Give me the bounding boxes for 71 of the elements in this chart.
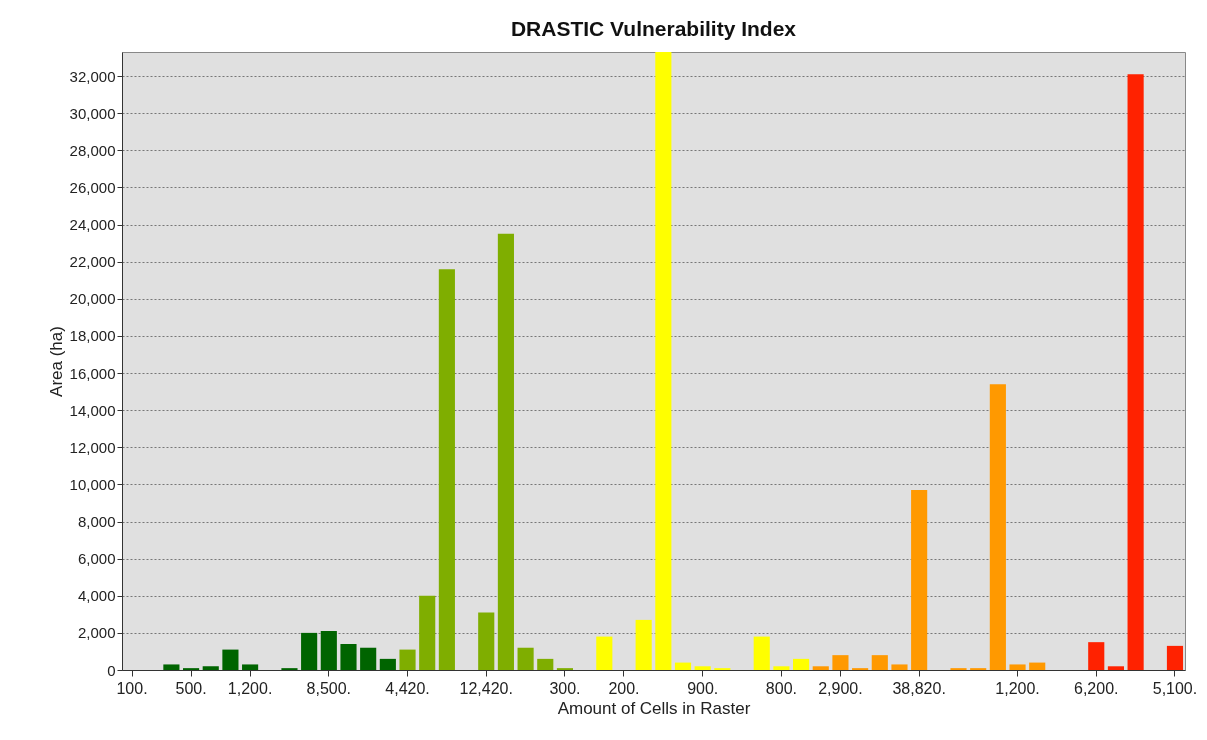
bar: [202, 666, 219, 670]
y-tick-label: 0: [107, 661, 116, 679]
bar: [379, 658, 396, 670]
bar: [399, 649, 416, 670]
bar: [1009, 664, 1026, 670]
x-axis-title: Amount of Cells in Raster: [557, 698, 751, 718]
y-tick-label: 8,000: [77, 513, 116, 531]
y-tick-label: 28,000: [69, 141, 116, 159]
bar: [438, 269, 455, 670]
y-tick-label: 14,000: [69, 401, 116, 419]
y-tick-label: 4,000: [77, 587, 116, 605]
x-tick-label: 500.: [175, 679, 207, 697]
bar: [674, 662, 692, 670]
y-tick-label: 24,000: [69, 216, 116, 234]
bar: [911, 489, 928, 670]
bar: [419, 595, 436, 670]
bar: [1107, 666, 1124, 670]
bar: [1127, 74, 1144, 670]
bar: [163, 664, 180, 670]
x-tick-label: 4,420.: [385, 679, 430, 697]
bar: [773, 666, 790, 670]
bar: [694, 666, 711, 670]
bar: [517, 647, 534, 670]
x-tick-label: 1,200.: [995, 679, 1040, 697]
bar: [871, 655, 888, 670]
bar: [832, 655, 849, 670]
bar: [989, 384, 1006, 670]
x-tick-label: 200.: [608, 679, 640, 697]
bar: [242, 664, 259, 670]
bar: [596, 636, 613, 670]
x-tick-label: 300.: [549, 679, 581, 697]
x-tick-label: 800.: [765, 679, 797, 697]
y-tick-label: 18,000: [69, 327, 116, 345]
y-tick-label: 12,000: [69, 438, 116, 456]
y-tick-label: 16,000: [69, 364, 116, 382]
bar: [497, 233, 514, 670]
x-tick-label: 2,900.: [818, 679, 863, 697]
y-tick-label: 26,000: [69, 178, 116, 196]
bar: [635, 619, 652, 670]
bar: [1029, 662, 1046, 670]
y-tick-label: 6,000: [77, 550, 116, 568]
bar: [891, 664, 908, 670]
bar: [478, 612, 495, 670]
y-tick-label: 20,000: [69, 290, 116, 308]
bar: [1166, 645, 1184, 670]
bar: [320, 631, 337, 670]
x-tick-label: 6,200.: [1074, 679, 1119, 697]
x-tick-label: 900.: [687, 679, 719, 697]
x-tick-label: 38,820.: [892, 679, 946, 697]
y-tick-label: 2,000: [77, 624, 116, 642]
bar: [655, 52, 672, 670]
x-tick-label: 1,200.: [227, 679, 273, 697]
bar: [812, 666, 829, 670]
chart-title: DRASTIC Vulnerability Index: [510, 17, 797, 40]
bar: [753, 636, 770, 670]
y-tick-label: 32,000: [69, 67, 116, 85]
bar: [222, 649, 239, 670]
y-axis-title: Area (ha): [46, 326, 66, 397]
x-tick-label: 8,500.: [306, 679, 352, 697]
bar: [301, 632, 318, 670]
y-tick-label: 22,000: [69, 253, 116, 271]
x-tick-label: 5,100.: [1152, 679, 1198, 697]
x-tick-label: 100.: [116, 679, 148, 697]
bar: [1088, 642, 1105, 670]
bar: [340, 644, 357, 670]
x-tick-label: 12,420.: [459, 679, 513, 697]
y-tick-label: 30,000: [69, 104, 116, 122]
y-tick-label: 10,000: [69, 475, 116, 493]
bar: [793, 658, 810, 670]
bar: [360, 647, 377, 670]
bar: [537, 658, 554, 670]
